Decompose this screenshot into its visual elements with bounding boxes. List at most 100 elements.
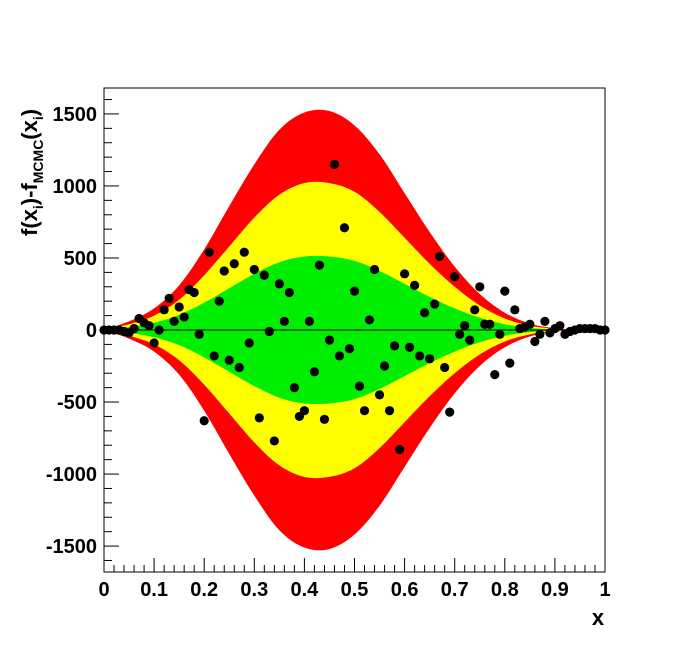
data-point [144, 321, 154, 331]
x-tick-label: 0.3 [240, 579, 268, 601]
data-point [405, 342, 415, 352]
data-point [394, 444, 405, 455]
data-point [204, 247, 214, 257]
y-tick-label: -500 [57, 392, 97, 414]
y-axis-label: f(xi)-fMCMC(xi) [17, 109, 46, 236]
data-point [199, 416, 209, 426]
data-point [364, 315, 375, 325]
x-tick-label: 0 [98, 579, 109, 601]
data-point [174, 302, 184, 312]
data-point [465, 335, 475, 345]
data-point [314, 260, 325, 270]
data-point [309, 367, 320, 377]
y-tick-label: -1000 [46, 464, 97, 486]
data-point [430, 299, 440, 309]
data-points [99, 159, 610, 455]
data-point [555, 321, 565, 331]
data-point [495, 329, 505, 339]
data-point [234, 362, 244, 373]
x-axis-ticks: 0 0.1 0.2 0.3 0.4 0.5 0.6 0.7 0.8 0.9 1 [98, 558, 611, 601]
data-point [214, 296, 224, 306]
data-point [194, 329, 204, 339]
data-point [284, 287, 294, 298]
data-point [179, 312, 189, 322]
data-point [490, 370, 500, 380]
data-point [279, 316, 289, 326]
data-point [525, 319, 535, 329]
data-point [319, 414, 330, 424]
data-point [540, 316, 550, 326]
data-point [415, 351, 425, 361]
data-point [349, 286, 360, 296]
x-tick-label: 0.5 [341, 579, 369, 601]
data-point [425, 354, 435, 364]
data-point [304, 316, 315, 326]
data-point [420, 308, 430, 318]
y-tick-label: -1500 [46, 536, 97, 558]
data-point [189, 287, 199, 298]
x-tick-label: 1 [599, 579, 610, 601]
data-point [369, 264, 380, 275]
data-point [164, 293, 174, 303]
y-tick-label: 1500 [53, 104, 98, 126]
data-point [159, 305, 169, 315]
data-point [149, 338, 159, 348]
data-point [324, 335, 335, 345]
data-point [410, 280, 420, 290]
data-point [259, 270, 269, 280]
data-point [359, 406, 370, 416]
data-point [389, 341, 400, 351]
y-axis-ticks: -1500 -1000 -500 0 500 1000 1500 [46, 99, 119, 561]
data-point [400, 269, 410, 279]
data-point [209, 351, 219, 361]
data-point [460, 321, 470, 331]
data-point [530, 336, 540, 347]
data-point [289, 383, 299, 393]
y-tick-label: 500 [64, 248, 97, 270]
y-tick-label: 1000 [53, 176, 98, 198]
data-point [455, 329, 465, 339]
x-tick-label: 0.4 [290, 579, 319, 601]
data-point [299, 406, 309, 416]
x-tick-label: 0.1 [140, 579, 168, 601]
data-point [244, 338, 254, 348]
data-point [329, 159, 340, 169]
data-point [249, 264, 259, 275]
data-point [224, 355, 234, 365]
data-point [374, 390, 385, 400]
x-axis-label: x [592, 605, 605, 630]
data-point [219, 266, 229, 276]
x-tick-label: 0.7 [441, 579, 469, 601]
x-tick-label: 0.2 [190, 579, 218, 601]
data-point [229, 259, 239, 269]
data-point [485, 319, 495, 329]
data-point [239, 247, 249, 257]
x-tick-label: 0.9 [541, 579, 569, 601]
data-point [475, 282, 485, 292]
data-point [254, 413, 264, 423]
data-point [264, 326, 274, 337]
y-tick-label: 0 [86, 320, 97, 342]
data-point [334, 351, 345, 361]
data-point [384, 406, 395, 416]
data-point [470, 305, 480, 315]
data-point [445, 407, 455, 417]
data-point [344, 344, 355, 354]
data-point [435, 251, 445, 262]
data-point [535, 329, 545, 339]
data-point [450, 272, 460, 282]
data-point [269, 436, 279, 446]
data-point [339, 223, 350, 233]
data-point [440, 362, 450, 373]
data-point [274, 279, 284, 289]
data-point [129, 323, 139, 334]
data-point [510, 305, 520, 315]
data-point [169, 316, 179, 326]
x-tick-label: 0.6 [391, 579, 419, 601]
data-point [500, 286, 510, 296]
data-point [379, 361, 390, 371]
data-point [505, 358, 515, 368]
x-tick-label: 0.8 [491, 579, 519, 601]
data-point [154, 325, 164, 335]
